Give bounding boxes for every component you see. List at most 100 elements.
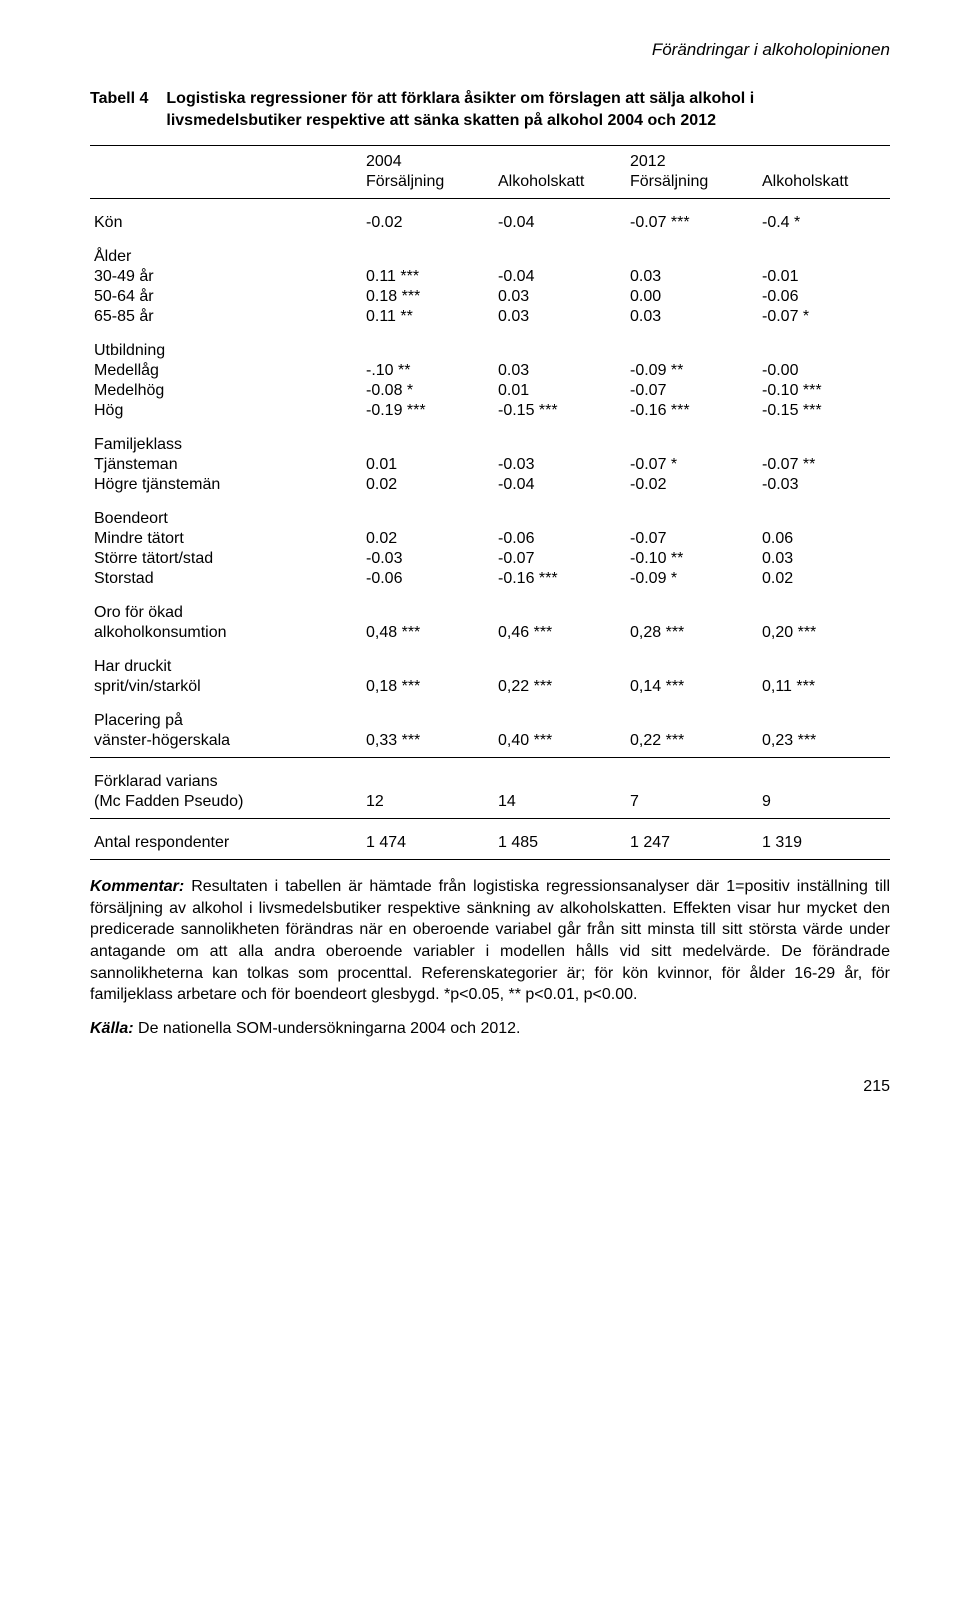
cell: 0.03	[626, 307, 758, 327]
cell: -0.04	[494, 267, 626, 287]
table-number: Tabell 4	[90, 88, 166, 131]
cell: 12	[362, 792, 494, 812]
table-footnote: Kommentar: Resultaten i tabellen är hämt…	[90, 876, 890, 1006]
header-year-2004: 2004	[362, 152, 626, 172]
cell: -0.10 ***	[758, 381, 890, 401]
section-alder: Ålder	[90, 247, 362, 267]
header-col-3: Försäljning	[626, 172, 758, 192]
cell: 14	[494, 792, 626, 812]
table-row: Tjänsteman 0.01 -0.03 -0.07 * -0.07 **	[90, 455, 890, 475]
cell: -0.07 *	[626, 455, 758, 475]
table-row: Större tätort/stad -0.03 -0.07 -0.10 ** …	[90, 549, 890, 569]
cell: 0.01	[362, 455, 494, 475]
cell: 0.02	[758, 569, 890, 589]
cell: -0.03	[494, 455, 626, 475]
header-columns: Försäljning Alkoholskatt Försäljning Alk…	[90, 172, 890, 192]
table-row: (Mc Fadden Pseudo) 12 14 7 9	[90, 792, 890, 812]
cell: -0.08 *	[362, 381, 494, 401]
table-caption: Tabell 4 Logistiska regressioner för att…	[90, 88, 890, 131]
cell: -0.19 ***	[362, 401, 494, 421]
cell: -0.07	[626, 529, 758, 549]
cell: -0.07	[494, 549, 626, 569]
cell: -0.4 *	[758, 213, 890, 233]
footnote-lead: Kommentar:	[90, 878, 184, 895]
row-label: alkoholkonsumtion	[90, 623, 362, 643]
cell: -0.10 **	[626, 549, 758, 569]
table-row: alkoholkonsumtion 0,48 *** 0,46 *** 0,28…	[90, 623, 890, 643]
row-label: 50-64 år	[90, 287, 362, 307]
cell: -0.04	[494, 475, 626, 495]
row-label: vänster-högerskala	[90, 731, 362, 751]
table-row: 65-85 år 0.11 ** 0.03 0.03 -0.07 *	[90, 307, 890, 327]
page-number: 215	[90, 1078, 890, 1096]
cell: 1 474	[362, 833, 494, 853]
cell: 0,22 ***	[494, 677, 626, 697]
cell: -0.04	[494, 213, 626, 233]
cell: 0.03	[494, 307, 626, 327]
table-row: 30-49 år 0.11 *** -0.04 0.03 -0.01	[90, 267, 890, 287]
cell: 0,40 ***	[494, 731, 626, 751]
cell: -0.07	[626, 381, 758, 401]
table-row: Storstad -0.06 -0.16 *** -0.09 * 0.02	[90, 569, 890, 589]
cell: 0.01	[494, 381, 626, 401]
cell: 0.03	[758, 549, 890, 569]
table-row: 50-64 år 0.18 *** 0.03 0.00 -0.06	[90, 287, 890, 307]
cell: 0,28 ***	[626, 623, 758, 643]
cell: 0,22 ***	[626, 731, 758, 751]
cell: -0.15 ***	[494, 401, 626, 421]
running-head: Förändringar i alkoholopinionen	[90, 40, 890, 60]
section-placering: Placering på	[90, 711, 362, 731]
section-familjeklass: Familjeklass	[90, 435, 362, 455]
cell: -0.02	[626, 475, 758, 495]
header-year-2012: 2012	[626, 152, 890, 172]
row-label: 65-85 år	[90, 307, 362, 327]
section-boendeort: Boendeort	[90, 509, 362, 529]
row-antal: Antal respondenter 1 474 1 485 1 247 1 3…	[90, 833, 890, 853]
row-label: Hög	[90, 401, 362, 421]
table-row: Högre tjänstemän 0.02 -0.04 -0.02 -0.03	[90, 475, 890, 495]
cell: -0.07 ***	[626, 213, 758, 233]
cell: -0.06	[494, 529, 626, 549]
cell: -0.01	[758, 267, 890, 287]
cell: 1 247	[626, 833, 758, 853]
cell: -0.16 ***	[494, 569, 626, 589]
cell: -0.07 **	[758, 455, 890, 475]
section-har: Har druckit	[90, 657, 362, 677]
table-row: Medellåg -.10 ** 0.03 -0.09 ** -0.00	[90, 361, 890, 381]
row-label: (Mc Fadden Pseudo)	[90, 792, 362, 812]
row-label: Högre tjänstemän	[90, 475, 362, 495]
header-col-4: Alkoholskatt	[758, 172, 890, 192]
cell: 0.02	[362, 529, 494, 549]
cell: 0,11 ***	[758, 677, 890, 697]
cell: 0,23 ***	[758, 731, 890, 751]
cell: 0.00	[626, 287, 758, 307]
row-label: 30-49 år	[90, 267, 362, 287]
cell: -0.16 ***	[626, 401, 758, 421]
header-years: 2004 2012	[90, 152, 890, 172]
cell: 1 485	[494, 833, 626, 853]
row-label: sprit/vin/starköl	[90, 677, 362, 697]
cell: -0.15 ***	[758, 401, 890, 421]
cell: -0.09 *	[626, 569, 758, 589]
table-row: vänster-högerskala 0,33 *** 0,40 *** 0,2…	[90, 731, 890, 751]
cell: -0.02	[362, 213, 494, 233]
source-lead: Källa:	[90, 1020, 134, 1037]
cell: 0,18 ***	[362, 677, 494, 697]
table-title: Logistiska regressioner för att förklara…	[166, 88, 890, 131]
cell: 0.02	[362, 475, 494, 495]
cell: -0.06	[758, 287, 890, 307]
cell: 0.11 ***	[362, 267, 494, 287]
cell: -0.07 *	[758, 307, 890, 327]
cell: -0.03	[758, 475, 890, 495]
table-row: Medelhög -0.08 * 0.01 -0.07 -0.10 ***	[90, 381, 890, 401]
table-source: Källa: De nationella SOM-undersökningarn…	[90, 1020, 890, 1038]
cell: 1 319	[758, 833, 890, 853]
regression-table: 2004 2012 Försäljning Alkoholskatt Försä…	[90, 145, 890, 860]
row-label: Mindre tätort	[90, 529, 362, 549]
cell: 0,33 ***	[362, 731, 494, 751]
row-kon: Kön -0.02 -0.04 -0.07 *** -0.4 *	[90, 213, 890, 233]
cell: -.10 **	[362, 361, 494, 381]
row-label: Kön	[90, 213, 362, 233]
cell: 0,46 ***	[494, 623, 626, 643]
section-oro: Oro för ökad	[90, 603, 362, 623]
